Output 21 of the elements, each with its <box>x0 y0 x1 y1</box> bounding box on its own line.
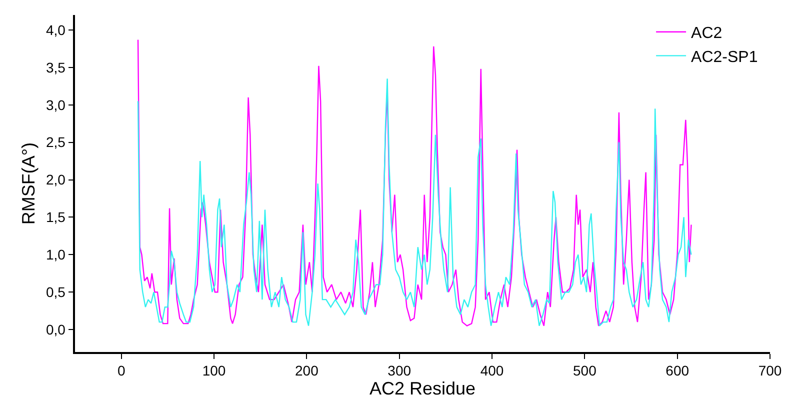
x-tick-label: 700 <box>758 362 782 379</box>
legend-label: AC2-SP1 <box>691 48 758 66</box>
x-tick-label: 300 <box>388 362 412 379</box>
legend-label: AC2 <box>691 25 722 42</box>
x-tick-label: 500 <box>572 362 597 379</box>
y-tick-label: 2,0 <box>46 172 66 188</box>
y-tick-label: 2,5 <box>46 134 66 150</box>
y-tick-label: 4,0 <box>46 22 66 38</box>
x-axis-title: AC2 Residue <box>369 378 476 399</box>
x-tick-label: 0 <box>117 362 126 379</box>
y-tick-label: 1,5 <box>46 209 66 226</box>
x-tick-label: 400 <box>480 362 504 379</box>
x-tick-label: 100 <box>202 362 226 379</box>
y-axis-title: RMSF(A°) <box>18 142 39 225</box>
y-tick-label: 0,5 <box>46 284 66 300</box>
y-tick-label: 3,5 <box>46 59 66 76</box>
x-tick-label: 200 <box>294 362 319 379</box>
y-tick-label: 1,0 <box>46 246 66 263</box>
y-tick-label: 3,0 <box>46 96 66 113</box>
y-tick-label: 0,0 <box>46 321 66 338</box>
x-tick-label: 600 <box>666 362 690 379</box>
